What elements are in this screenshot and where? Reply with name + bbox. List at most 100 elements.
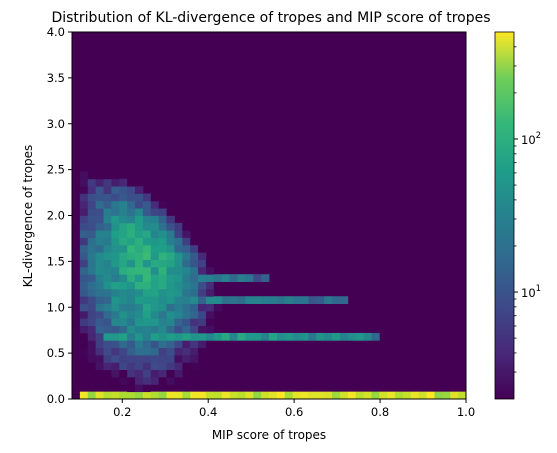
heatmap-cell — [79, 244, 89, 253]
heatmap-cell — [190, 281, 199, 290]
heatmap-cell — [150, 200, 160, 209]
heatmap-cell — [166, 347, 175, 356]
heatmap-cell — [95, 237, 104, 246]
heatmap-cell — [158, 303, 167, 312]
heatmap-cell — [229, 296, 238, 304]
heatmap-cell — [182, 391, 191, 400]
heatmap-cell — [308, 391, 317, 400]
y-axis: 0.0 0.5 1.0 1.5 2.0 2.5 3.0 3.5 4.0 — [47, 25, 72, 406]
heatmap-cell — [166, 288, 175, 297]
heatmap-cell — [111, 200, 120, 209]
heatmap-cell — [142, 288, 152, 297]
heatmap-cell — [135, 384, 144, 393]
heatmap-cell — [119, 369, 128, 378]
heatmap-cell — [198, 391, 207, 400]
y-tick-label: 4.0 — [47, 25, 65, 39]
heatmap-cell — [158, 200, 167, 209]
heatmap-cell — [111, 244, 120, 253]
heatmap-cell — [174, 318, 183, 326]
heatmap-cell — [119, 244, 128, 253]
heatmap-cell — [95, 244, 104, 253]
heatmap-cell — [119, 332, 128, 341]
heatmap-cell — [205, 288, 215, 297]
heatmap-cell — [150, 376, 160, 385]
heatmap-cell — [190, 303, 199, 312]
heatmap-cell — [284, 296, 294, 304]
heatmap-cell — [127, 208, 136, 216]
heatmap-cell — [182, 266, 191, 275]
heatmap-cell — [127, 384, 136, 393]
heatmap-cell — [79, 208, 89, 216]
heatmap-cell — [174, 281, 183, 290]
heatmap-cell — [127, 369, 136, 378]
heatmap-cell — [205, 296, 215, 304]
heatmap-cell — [150, 274, 160, 282]
heatmap-cell — [95, 391, 104, 400]
heatmap-cell — [127, 215, 136, 224]
heatmap-cell — [127, 340, 136, 349]
heatmap-cell — [135, 200, 144, 209]
heatmap-cell — [119, 347, 128, 356]
heatmap-cell — [450, 391, 459, 400]
heatmap-cell — [142, 340, 152, 349]
heatmap-cell — [221, 274, 230, 282]
heatmap-cell — [87, 340, 97, 349]
heatmap-cell — [190, 362, 199, 371]
heatmap-cell — [292, 332, 301, 341]
heatmap-cell — [150, 318, 160, 326]
heatmap-cell — [79, 266, 89, 275]
heatmap-cell — [347, 391, 357, 400]
heatmap-cell — [142, 208, 152, 216]
heatmap-cell — [87, 200, 97, 209]
heatmap-cell — [324, 332, 333, 341]
heatmap-cell — [95, 200, 104, 209]
heatmap-cell — [111, 288, 120, 297]
heatmap-cell — [174, 325, 183, 334]
heatmap-cell — [190, 347, 199, 356]
heatmap-cell — [253, 332, 262, 341]
heatmap-cell — [150, 259, 160, 268]
heatmap-cell — [95, 230, 104, 238]
heatmap-cell — [79, 332, 89, 341]
heatmap-cell — [190, 244, 199, 253]
heatmap-cell — [300, 296, 309, 304]
heatmap-cell — [339, 391, 349, 400]
heatmap-cell — [79, 178, 89, 187]
heatmap-cell — [103, 178, 112, 187]
heatmap-cell — [103, 208, 112, 216]
heatmap-cell — [142, 259, 152, 268]
heatmap-cell — [166, 369, 175, 378]
heatmap-cell — [150, 332, 160, 341]
heatmap-cell — [119, 288, 128, 297]
heatmap-cell — [111, 252, 120, 260]
heatmap-cell — [150, 340, 160, 349]
heatmap-cell — [142, 230, 152, 238]
heatmap-cell — [347, 332, 357, 341]
heatmap-cell — [127, 347, 136, 356]
heatmap-cell — [205, 266, 215, 275]
heatmap-cell — [371, 391, 380, 400]
heatmap-cell — [198, 340, 207, 349]
heatmap-cell — [127, 230, 136, 238]
heatmap-cell — [355, 391, 364, 400]
heatmap-cell — [190, 354, 199, 363]
heatmap-cell — [111, 303, 120, 312]
heatmap-cell — [142, 362, 152, 371]
heatmap-cell — [229, 274, 238, 282]
heatmap-cell — [135, 303, 144, 312]
heatmap-cell — [276, 296, 286, 304]
heatmap-cell — [418, 391, 427, 400]
heatmap-cell — [135, 362, 144, 371]
heatmap-cell — [339, 296, 349, 304]
heatmap-cell — [182, 237, 191, 246]
heatmap-cell — [182, 244, 191, 253]
heatmap-cell — [158, 208, 167, 216]
heatmap-cell — [150, 252, 160, 260]
heatmap-cell — [402, 391, 412, 400]
heatmap-cell — [158, 230, 167, 238]
heatmap-cell — [158, 252, 167, 260]
heatmap-cell — [135, 391, 144, 400]
heatmap-cell — [111, 178, 120, 187]
heatmap-cell — [111, 230, 120, 238]
heatmap-cell — [150, 230, 160, 238]
